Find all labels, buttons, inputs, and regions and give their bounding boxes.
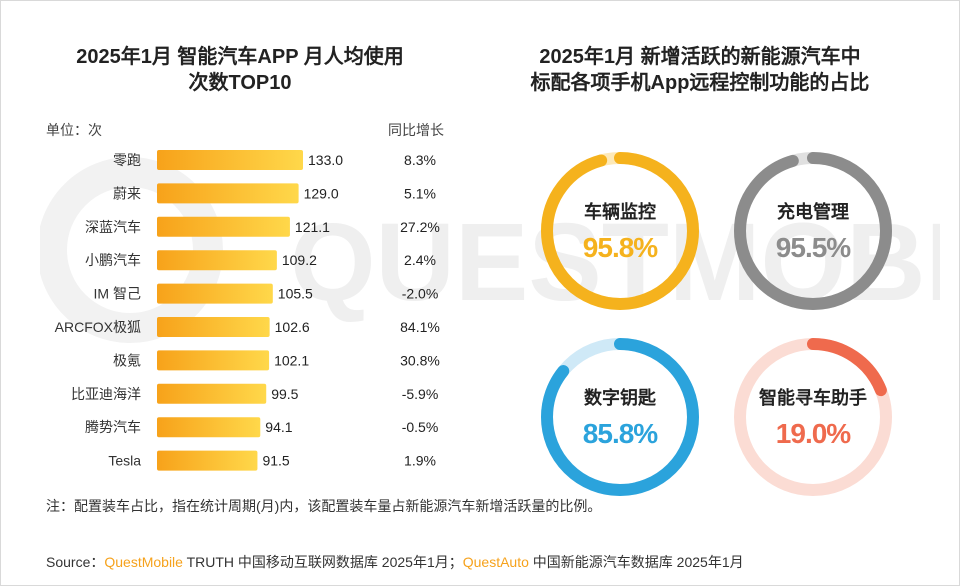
category-label: 深蓝汽车	[85, 219, 141, 235]
bar	[157, 383, 267, 404]
yoy-label: 1.9%	[404, 453, 436, 469]
donut-arc	[541, 338, 699, 496]
yoy-label: -0.5%	[402, 419, 439, 435]
yoy-label: 2.4%	[404, 252, 436, 268]
donut-value: 95.5%	[775, 232, 851, 263]
category-label: IM 智己	[94, 286, 141, 302]
value-label: 99.5	[271, 386, 298, 402]
bar	[157, 283, 273, 304]
bar	[157, 183, 299, 204]
source-line: Source：QuestMobile TRUTH 中国移动互联网数据库 2025…	[46, 552, 744, 572]
left-title-line1: 2025年1月 智能汽车APP 月人均使用	[76, 46, 404, 68]
right-title-line1: 2025年1月 新增活跃的新能源汽车中	[539, 46, 861, 68]
left-chart-title: 2025年1月 智能汽车APP 月人均使用 次数TOP10	[40, 44, 440, 96]
yoy-header: 同比增长	[388, 122, 444, 138]
source-suffix: 中国新能源汽车数据库 2025年1月	[528, 554, 744, 570]
donut-label: 智能寻车助手	[759, 388, 867, 408]
right-chart-title: 2025年1月 新增活跃的新能源汽车中 标配各项手机App远程控制功能的占比	[480, 44, 920, 96]
unit-label: 单位：次	[46, 122, 102, 138]
value-label: 94.1	[265, 419, 292, 435]
source-mid: TRUTH 中国移动互联网数据库 2025年1月；	[182, 554, 463, 570]
value-label: 102.1	[274, 352, 309, 368]
donut-arc	[734, 152, 892, 310]
donut-label: 充电管理	[777, 202, 849, 222]
donut-value: 19.0%	[775, 418, 851, 449]
bar	[157, 350, 270, 371]
value-label: 129.0	[304, 185, 339, 201]
source-brand-questauto: QuestAuto	[462, 554, 529, 570]
source-prefix: Source：	[46, 554, 105, 570]
bar	[157, 216, 290, 237]
yoy-label: -5.9%	[402, 386, 439, 402]
right-title-line2: 标配各项手机App远程控制功能的占比	[530, 72, 870, 94]
donut-label: 车辆监控	[584, 202, 656, 222]
bar-chart: 零跑 133.0 8.3% 蔚来 129.0 5.1% 深蓝汽车 121.1 27.2% 小鹏汽车…	[55, 150, 440, 471]
value-label: 121.1	[295, 219, 330, 235]
yoy-label: 84.1%	[400, 319, 440, 335]
bar	[157, 317, 270, 337]
category-label: 腾势汽车	[85, 419, 141, 435]
yoy-label: -2.0%	[402, 286, 439, 302]
yoy-label: 8.3%	[404, 152, 436, 168]
bar	[157, 417, 261, 438]
donut-arc	[734, 338, 892, 496]
donut-digital-key: 数字钥匙 85.8%	[535, 332, 705, 502]
category-label: ARCFOX极狐	[55, 319, 141, 335]
value-label: 91.5	[262, 453, 289, 469]
category-label: 零跑	[113, 152, 141, 168]
value-label: 109.2	[282, 252, 317, 268]
donut-smart-car-finder: 智能寻车助手 19.0%	[728, 332, 898, 502]
value-label: 105.5	[278, 286, 313, 302]
bar	[157, 150, 303, 170]
source-brand-questmobile: QuestMobile	[104, 554, 183, 570]
donut-arc	[541, 152, 699, 310]
category-label: 小鹏汽车	[85, 252, 141, 268]
yoy-label: 5.1%	[404, 185, 436, 201]
donut-value: 85.8%	[582, 418, 658, 449]
donut-vehicle-monitoring: 车辆监控 95.8%	[535, 146, 705, 316]
category-label: 比亚迪海洋	[71, 386, 141, 402]
category-label: 蔚来	[113, 185, 141, 201]
category-label: Tesla	[108, 453, 141, 469]
value-label: 133.0	[308, 152, 343, 168]
yoy-label: 30.8%	[400, 352, 440, 368]
value-label: 102.6	[275, 319, 310, 335]
category-label: 极氪	[113, 352, 141, 368]
left-title-line2: 次数TOP10	[188, 72, 292, 94]
donut-value: 95.8%	[582, 232, 658, 263]
bar	[157, 250, 277, 271]
donut-label: 数字钥匙	[584, 388, 656, 408]
footnote: 注：配置装车占比，指在统计周期(月)内，该配置装车量占新能源汽车新增活跃量的比例…	[46, 498, 602, 514]
yoy-label: 27.2%	[400, 219, 440, 235]
donut-charging-management: 充电管理 95.5%	[728, 146, 898, 316]
bar	[157, 450, 258, 471]
